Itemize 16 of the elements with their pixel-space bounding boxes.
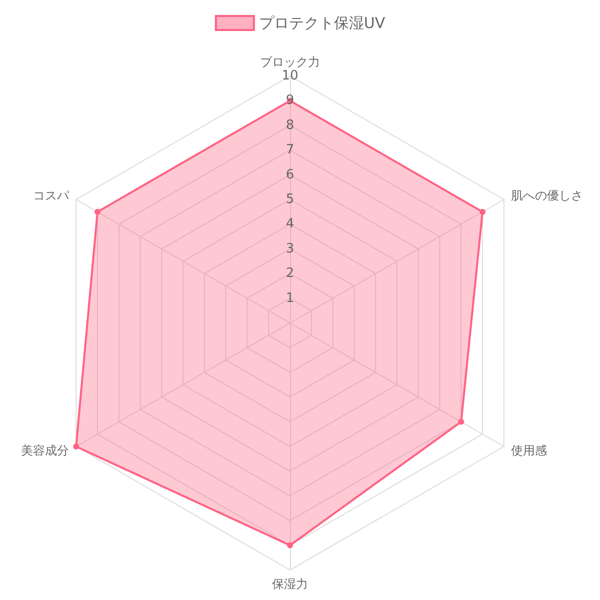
y-tick-label: 3 [286,241,294,256]
spoke-label: 肌への優しさ [510,188,583,202]
y-tick-label: 10 [282,68,298,84]
y-tick-label: 5 [286,192,294,207]
y-tick-label: 2 [286,266,294,282]
y-tick-label: 6 [286,167,294,182]
spoke-label: 使用感 [510,444,547,458]
spoke-label: 保湿力 [272,577,308,591]
y-tick-label: 7 [286,142,294,158]
y-tick-label: 4 [286,216,294,232]
legend-label: プロテクト保湿UV [258,14,386,32]
spoke-label: ブロック力 [260,55,320,69]
spoke-label: 美容成分 [21,444,70,458]
y-tick-label: 8 [286,118,294,133]
y-tick-label: 1 [286,290,294,306]
spoke-label: コスパ [33,188,70,202]
